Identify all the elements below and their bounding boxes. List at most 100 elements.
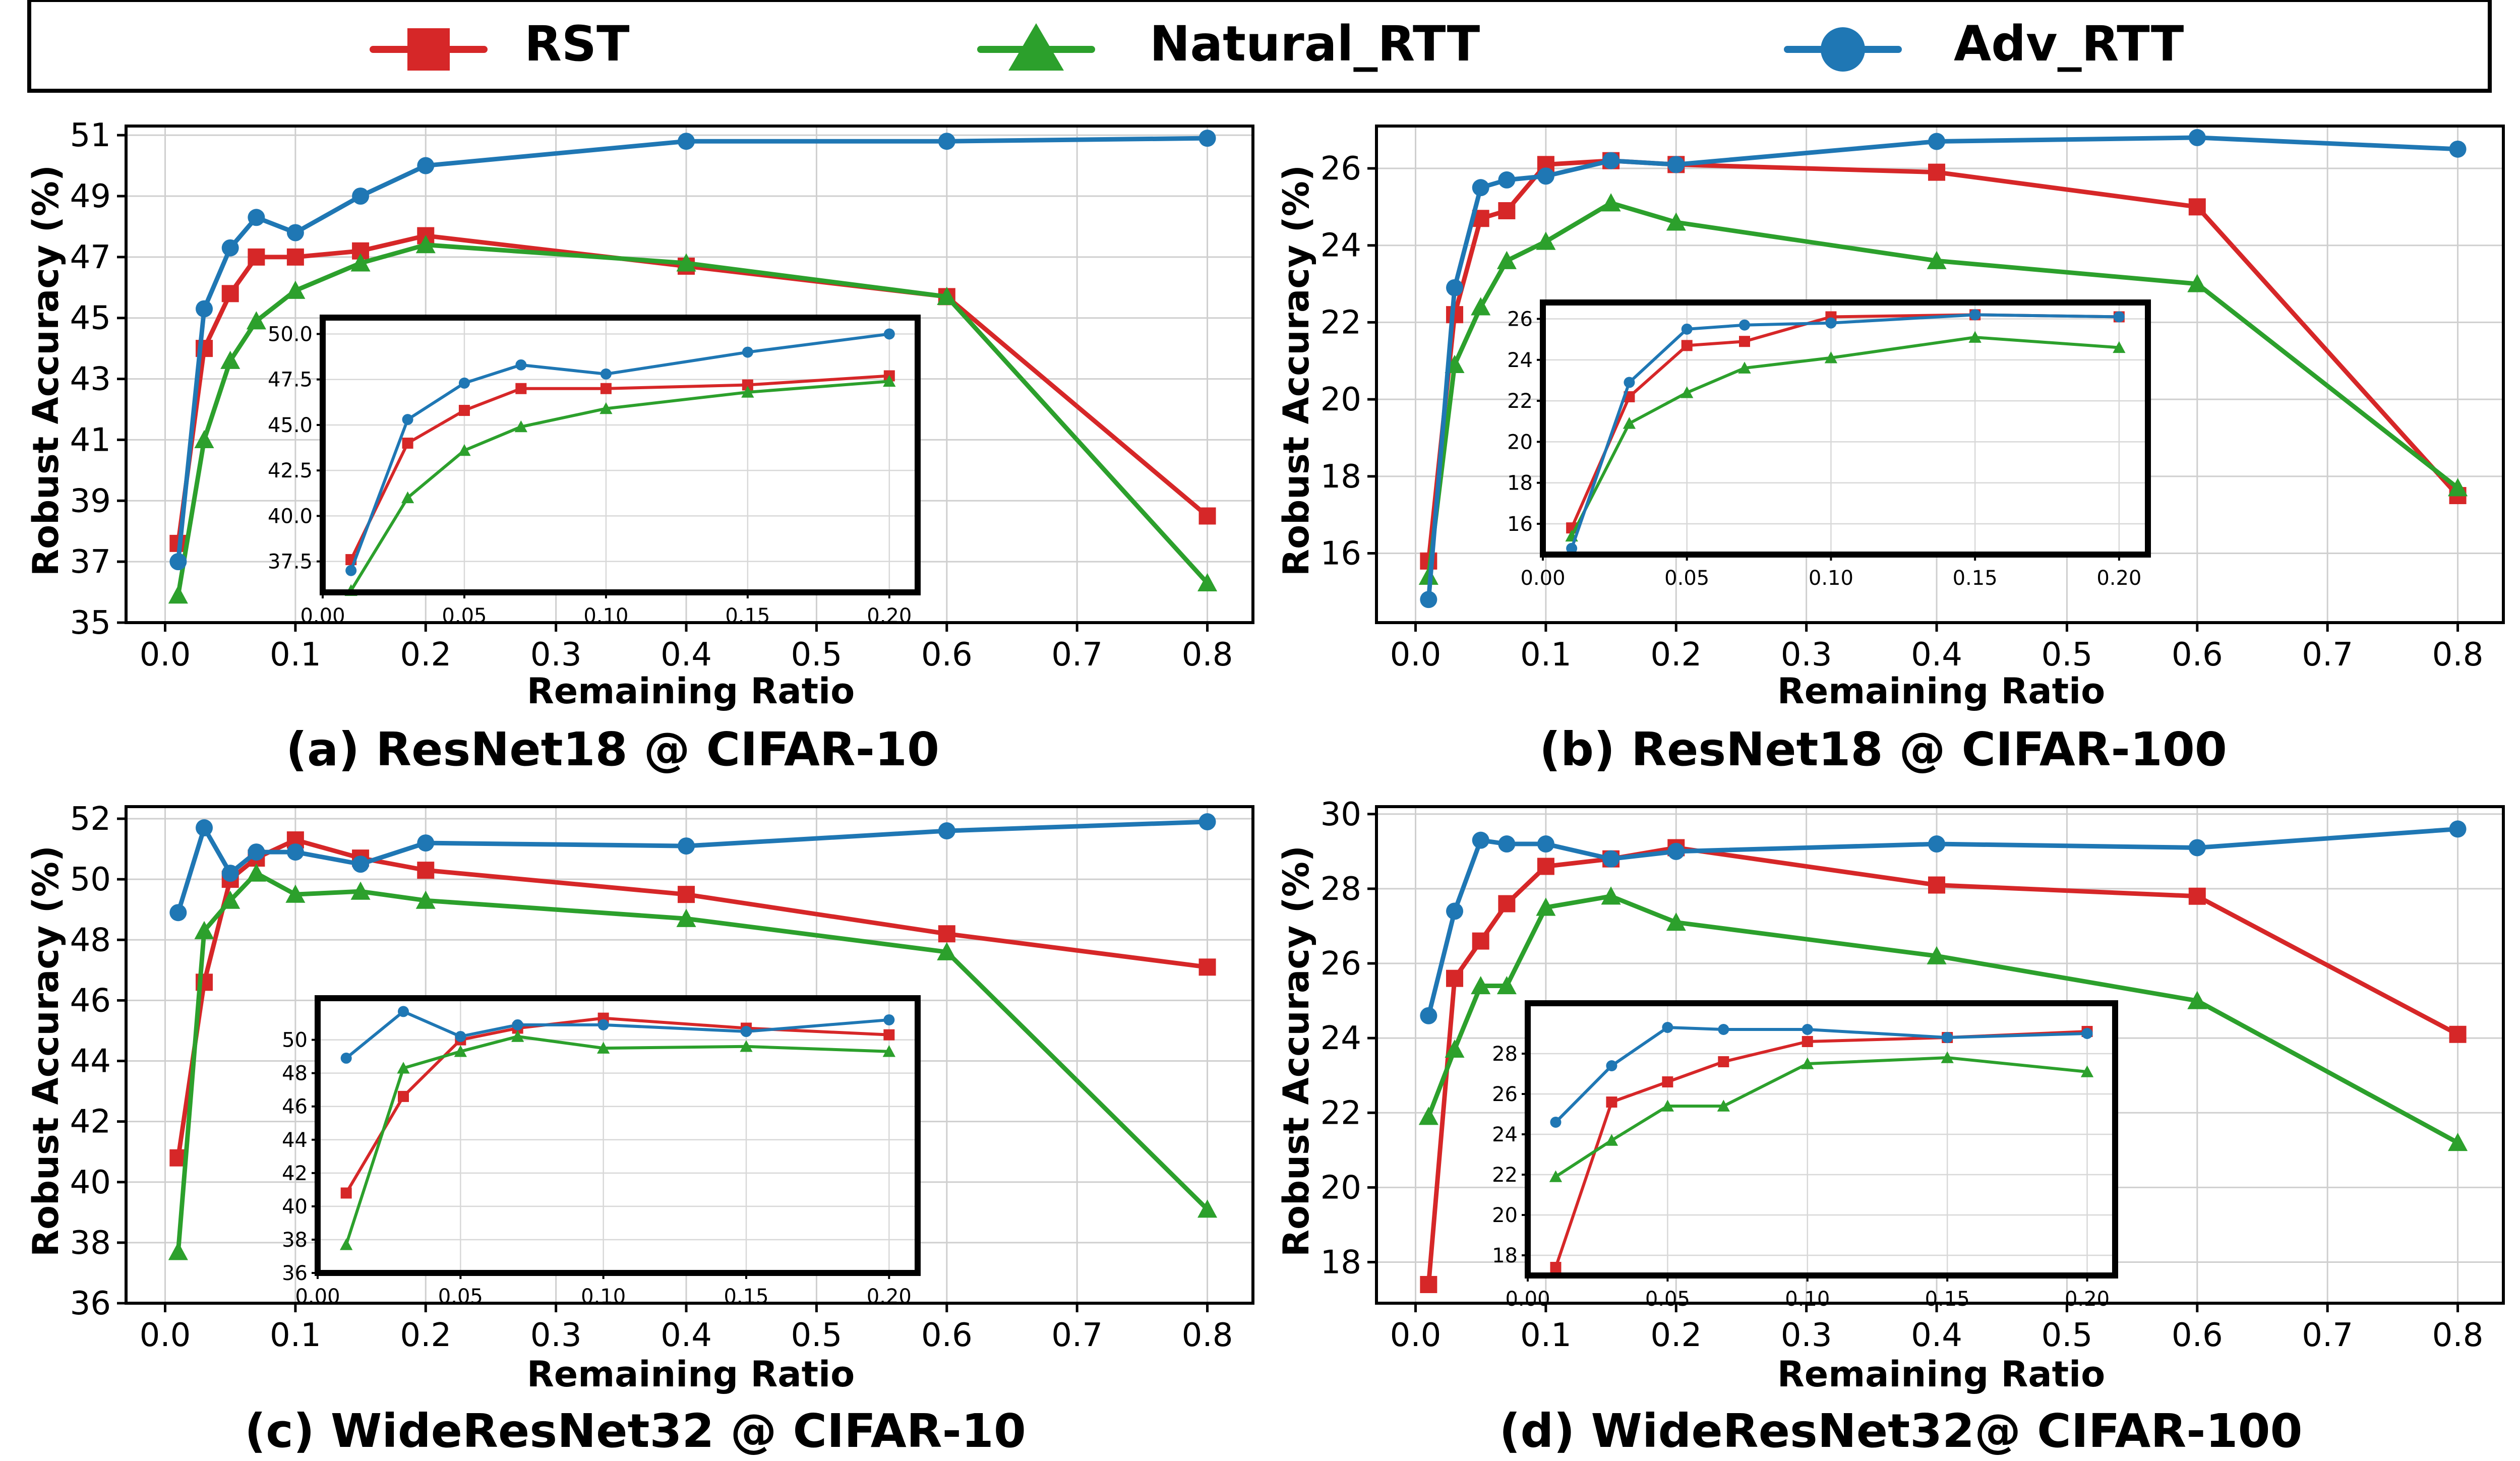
panel-d: 0.0 0.1 0.2 0.3 0.4 0.5 0.6 0.7 0.8 18 20 22 24 26 28 3… <box>1276 796 2505 1458</box>
inset-x-tick-label: 0.15 <box>1925 1288 1970 1311</box>
data-point-natural-rtt <box>168 1242 188 1260</box>
data-point-rst <box>286 248 304 266</box>
x-tick-label: 0.7 <box>2302 636 2353 674</box>
data-point-adv-rtt <box>1681 323 1693 335</box>
data-point-adv-rtt <box>1198 813 1216 831</box>
inset-background <box>1528 1003 2115 1275</box>
data-point-natural-rtt <box>350 253 371 272</box>
inset-y-tick-label: 26 <box>1507 308 1533 331</box>
data-point-rst <box>1472 932 1489 950</box>
y-tick-label: 28 <box>1321 871 1361 908</box>
panel-b: 0.0 0.1 0.2 0.3 0.4 0.5 0.6 0.7 0.8 16 18 20 22 24 26 0… <box>1276 125 2505 776</box>
data-point-natural-rtt <box>1738 361 1751 374</box>
inset-y-tick-label: 28 <box>1492 1043 1518 1066</box>
y-tick-label: 41 <box>70 421 111 459</box>
x-tick-label: 0.7 <box>1051 636 1103 674</box>
data-point-adv-rtt <box>742 346 753 358</box>
data-point-adv-rtt <box>2449 140 2467 158</box>
series-line-adv-rtt <box>1426 826 2458 1016</box>
x-tick-label: 0.7 <box>2302 1317 2353 1354</box>
data-point-adv-rtt <box>1802 1024 1813 1035</box>
y-axis-label: Robust Accuracy (%) <box>25 165 67 576</box>
y-tick-label: 22 <box>1321 304 1361 341</box>
series-natural-rtt <box>1565 331 2126 542</box>
data-point-adv-rtt <box>1969 309 1981 321</box>
y-tick-label: 44 <box>70 1043 111 1080</box>
data-point-adv-rtt <box>1718 1024 1729 1035</box>
x-tick-label: 0.0 <box>1390 636 1442 674</box>
data-point-adv-rtt <box>1420 591 1437 608</box>
data-point-natural-rtt <box>401 491 414 504</box>
data-point-adv-rtt <box>1602 152 1620 169</box>
data-point-natural-rtt <box>220 350 241 369</box>
inset-frame <box>1525 1000 2118 1279</box>
x-tick-label: 0.5 <box>2042 1317 2093 1354</box>
x-tick-label: 0.5 <box>791 1317 843 1354</box>
data-point-rst <box>1498 895 1516 912</box>
plot-frame <box>125 125 1254 624</box>
data-point-natural-rtt <box>1418 1107 1438 1125</box>
plot-frame <box>1375 805 2505 1305</box>
data-point-adv-rtt <box>1566 542 1578 554</box>
data-point-natural-rtt <box>1496 251 1517 269</box>
inset-y-tick-label: 38 <box>282 1229 308 1252</box>
inset-y-tick-label: 45.0 <box>268 414 313 437</box>
plot-frame <box>125 805 1254 1305</box>
y-tick-label: 39 <box>70 482 111 520</box>
legend-item-natural-rtt: Natural_RTT <box>977 16 1480 72</box>
panel-caption: (d) WideResNet32@ CIFAR-100 <box>1499 1404 2303 1458</box>
data-point-rst <box>1198 958 1216 976</box>
data-point-adv-rtt <box>678 837 695 855</box>
data-point-rst <box>1928 876 1946 894</box>
data-point-natural-rtt <box>1197 573 1218 592</box>
x-tick-label: 0.6 <box>921 636 973 674</box>
data-point-rst <box>515 383 527 394</box>
data-point-natural-rtt <box>397 1062 410 1074</box>
data-point-adv-rtt <box>417 834 435 852</box>
y-tick-label: 16 <box>1321 535 1361 573</box>
inset-y-tick-label: 40 <box>282 1195 308 1219</box>
data-point-natural-rtt <box>2080 1065 2094 1077</box>
series-natural-rtt <box>1549 1051 2094 1182</box>
data-point-natural-rtt <box>340 1238 353 1250</box>
y-tick-label: 26 <box>1321 945 1361 983</box>
x-tick-label: 0.2 <box>1650 636 1702 674</box>
data-point-natural-rtt <box>882 1045 895 1057</box>
data-point-natural-rtt <box>1968 331 1982 343</box>
series-natural-rtt <box>340 1030 895 1250</box>
data-point-adv-rtt <box>938 822 955 840</box>
inset-y-tick-label: 24 <box>1492 1123 1518 1146</box>
x-tick-label: 0.8 <box>2432 636 2484 674</box>
data-point-natural-rtt <box>1801 1057 1814 1069</box>
series-line-adv-rtt <box>1426 135 2458 600</box>
data-point-adv-rtt <box>515 359 527 371</box>
series-line-natural-rtt <box>175 242 1209 596</box>
y-tick-label: 37 <box>70 543 111 581</box>
data-point-rst <box>340 1187 352 1199</box>
y-tick-label: 35 <box>70 604 111 642</box>
data-point-natural-rtt <box>194 921 214 939</box>
x-axis-label: Remaining Ratio <box>1777 1354 2105 1395</box>
inset-x-tick-label: 0.20 <box>867 1285 912 1308</box>
inset-x-tick-label: 0.05 <box>1645 1288 1690 1311</box>
data-point-adv-rtt <box>1472 831 1489 849</box>
y-tick-label: 24 <box>1321 227 1361 265</box>
y-axis-label: Robust Accuracy (%) <box>1276 845 1317 1257</box>
data-point-adv-rtt <box>883 1014 895 1025</box>
data-point-adv-rtt <box>196 300 213 318</box>
inset-y-tick-label: 36 <box>282 1262 308 1285</box>
data-point-adv-rtt <box>938 133 955 150</box>
legend-label-adv-rtt: Adv_RTT <box>1954 16 2184 72</box>
data-point-natural-rtt <box>2448 1132 2468 1151</box>
x-tick-label: 0.8 <box>2432 1317 2484 1354</box>
x-tick-label: 0.1 <box>270 1317 321 1354</box>
legend-item-rst: RST <box>370 16 630 72</box>
data-point-adv-rtt <box>1498 171 1516 189</box>
x-tick-label: 0.1 <box>1520 636 1572 674</box>
inset-x-tick-label: 0.05 <box>1664 567 1709 590</box>
inset-y-tick-label: 37.5 <box>268 551 313 574</box>
data-point-adv-rtt <box>1606 1060 1617 1071</box>
data-point-natural-rtt <box>1471 976 1491 995</box>
data-point-rst <box>402 438 413 449</box>
inset-x-tick-label: 0.00 <box>1520 567 1565 590</box>
